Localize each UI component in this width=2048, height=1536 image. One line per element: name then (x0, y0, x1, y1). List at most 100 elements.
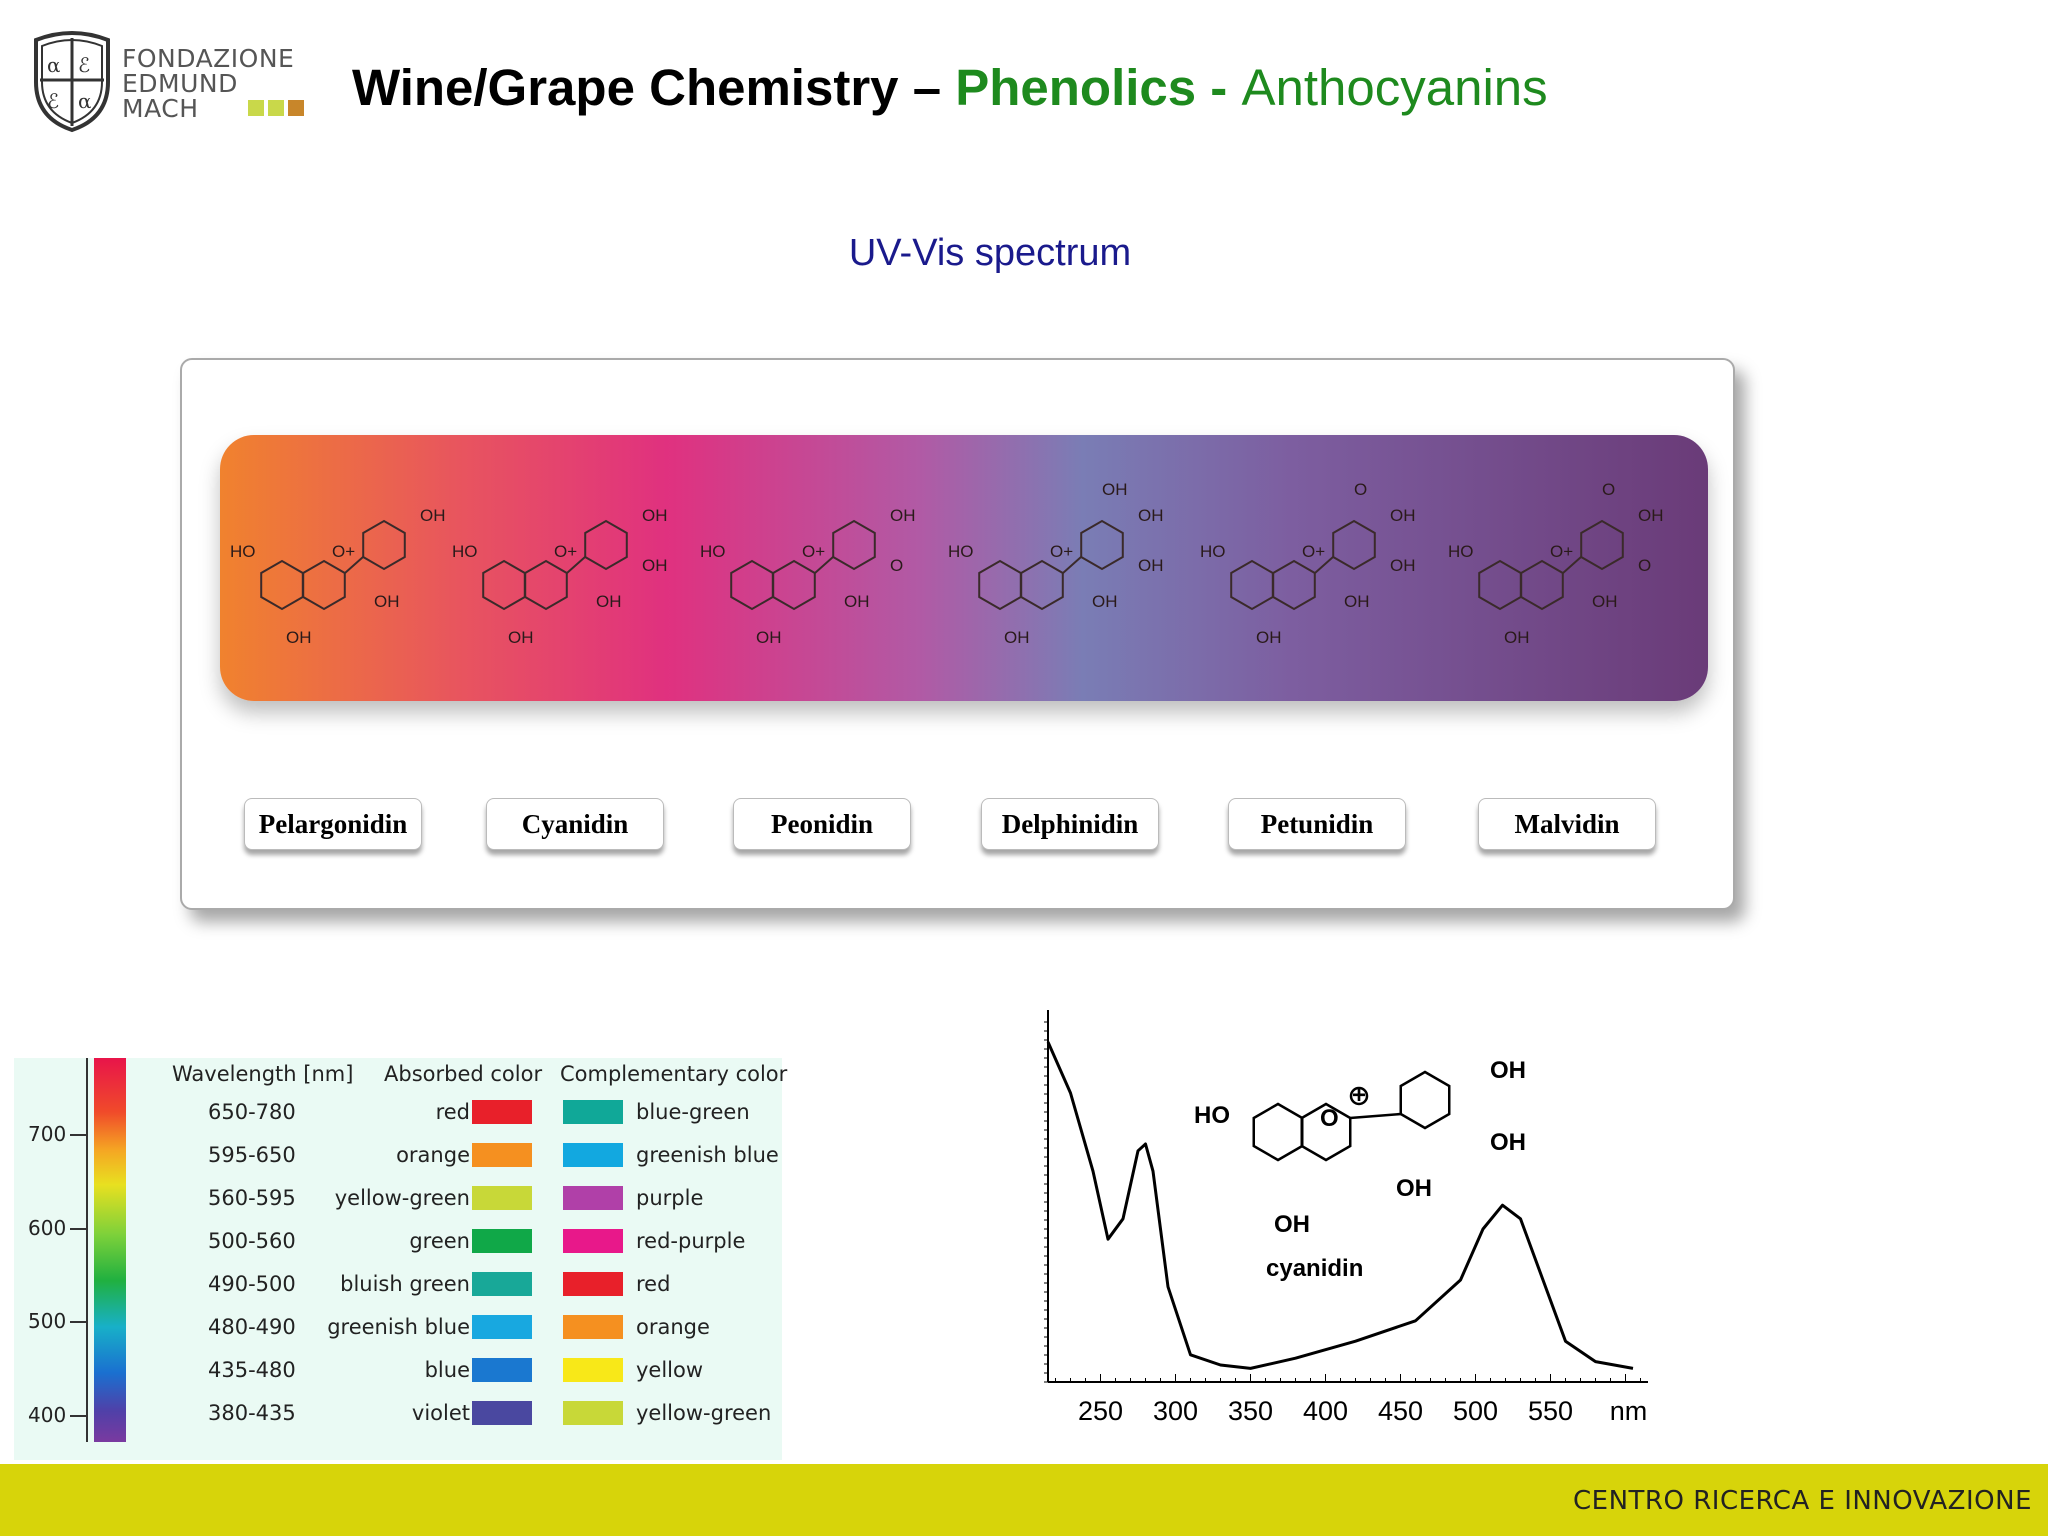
uv-vis-spectrum-chart: 250 300 350 400 450 500 550 nm HO OH OH OH OH O + cyani… (1030, 1010, 1670, 1460)
oh-label: OH (1504, 628, 1530, 647)
oh-label: OH (1344, 592, 1370, 611)
axis-label-600: 600 (28, 1216, 67, 1240)
absorbed-color-swatch (472, 1186, 532, 1210)
absorbed-color-swatch (472, 1401, 532, 1425)
oh-label: OH (1490, 1129, 1526, 1156)
complementary-color-swatch (563, 1315, 623, 1339)
cyanidin-structure: HO OH OH OH OH O + cyanidin (1194, 1057, 1526, 1282)
molecule-malvidin: HO OH OH O+ OH O O (1448, 480, 1664, 647)
fem-logo: α ℰ ℰ α FONDAZIONE EDMUND MACH (30, 30, 330, 140)
absorbed-color-name: orange (396, 1143, 470, 1167)
title-part-2: Phenolics - (955, 59, 1242, 116)
complementary-color-name: yellow-green (636, 1401, 772, 1425)
fem-emblem-icon: α ℰ ℰ α (34, 31, 110, 133)
axis-label-400: 400 (28, 1403, 67, 1427)
title-part-1: Wine/Grape Chemistry – (352, 59, 956, 116)
x-tick-label: 300 (1153, 1396, 1198, 1426)
molecule-cyanidin: HO OH OH O+ OH OH (452, 506, 668, 647)
logo-wordmark: FONDAZIONE EDMUND MACH (122, 46, 294, 121)
oxonium-label: O+ (1302, 542, 1325, 561)
oh-label: OH (1274, 1211, 1310, 1238)
oxonium-label: O+ (554, 542, 577, 561)
wavelength-range: 490-500 (208, 1272, 296, 1296)
header-wavelength: Wavelength [nm] (172, 1062, 354, 1086)
anthocyanin-label-delphinidin: Delphinidin (981, 798, 1159, 850)
oh-label: OH (1390, 506, 1416, 525)
absorbed-color-name: yellow-green (334, 1186, 470, 1210)
molecule-pelargonidin: HO OH OH O+ OH (230, 506, 446, 647)
color-table-row: 480-490 greenish blue orange (14, 1309, 782, 1347)
color-table-row: 595-650 orange greenish blue (14, 1137, 782, 1175)
x-tick-label: 450 (1378, 1396, 1423, 1426)
wavelength-range: 500-560 (208, 1229, 296, 1253)
svg-text:ℰ: ℰ (78, 53, 90, 77)
complementary-color-swatch (563, 1143, 623, 1167)
oh-label: OH (890, 506, 916, 525)
anthocyanin-label-pelargonidin: Pelargonidin (244, 798, 422, 850)
title-part-3: Anthocyanins (1241, 59, 1548, 116)
oxonium-label: O+ (1550, 542, 1573, 561)
absorbed-color-name: blue (424, 1358, 470, 1382)
complementary-color-swatch (563, 1100, 623, 1124)
complementary-color-swatch (563, 1401, 623, 1425)
axis-tick (70, 1134, 86, 1136)
oh-label: OH (1256, 628, 1282, 647)
oh-label: OH (1638, 506, 1664, 525)
logo-square (288, 100, 304, 116)
x-unit-label: nm (1610, 1396, 1648, 1426)
anthocyanin-panel: HO OH OH O+ OH HO OH OH O+ OH OH HO OH OH O+ OH O HO OH OH O… (180, 358, 1735, 910)
oxonium-label: O+ (332, 542, 355, 561)
x-tick-label: 400 (1303, 1396, 1348, 1426)
plus-sign: + (1352, 1082, 1366, 1109)
oh-label: OH (1092, 592, 1118, 611)
substituent-label: O (1602, 480, 1615, 499)
ho-label: HO (1448, 542, 1474, 561)
wavelength-axis (86, 1058, 88, 1442)
oh-label: OH (1396, 1175, 1432, 1202)
complementary-color-swatch (563, 1229, 623, 1253)
absorbed-color-name: greenish blue (327, 1315, 470, 1339)
anthocyanin-label-cyanidin: Cyanidin (486, 798, 664, 850)
absorbed-color-swatch (472, 1229, 532, 1253)
absorbed-color-name: violet (411, 1401, 470, 1425)
ho-label: HO (948, 542, 974, 561)
molecule-petunidin: HO OH OH O+ OH OH O (1200, 480, 1416, 647)
logo-squares (248, 100, 308, 121)
complementary-color-name: yellow (636, 1358, 704, 1382)
header-complementary: Complementary color (560, 1062, 788, 1086)
axis-label-700: 700 (28, 1122, 67, 1146)
color-table-row: 490-500 bluish green red (14, 1266, 782, 1304)
wavelength-range: 560-595 (208, 1186, 296, 1210)
footer-text: CENTRO RICERCA E INNOVAZIONE (1573, 1486, 2032, 1516)
absorbed-color-swatch (472, 1315, 532, 1339)
oh-label: OH (756, 628, 782, 647)
logo-line-1: FONDAZIONE (122, 44, 295, 73)
svg-text:ℰ: ℰ (47, 89, 59, 113)
oh-label: OH (374, 592, 400, 611)
axis-tick (70, 1321, 86, 1323)
color-wavelength-table: Wavelength [nm] Absorbed color Complemen… (14, 1058, 787, 1460)
oh-label: OH (1490, 1057, 1526, 1084)
anthocyanin-label-petunidin: Petunidin (1228, 798, 1406, 850)
anthocyanin-structures: HOOHOHO+OHHOOHOHO+OHOHHOOHOHO+OHOHOOHOHO… (230, 480, 1664, 647)
x-tick-label: 500 (1453, 1396, 1498, 1426)
logo-line-3: MACH (122, 94, 199, 123)
substituent-label: O (1354, 480, 1367, 499)
axis-tick (70, 1415, 86, 1417)
absorbed-color-name: bluish green (340, 1272, 470, 1296)
logo-square (248, 100, 264, 116)
compound-label: cyanidin (1266, 1255, 1363, 1282)
footer-bar: CENTRO RICERCA E INNOVAZIONE (0, 1464, 2048, 1536)
absorbance-curve (1046, 1041, 1634, 1370)
substituent-label: O (1638, 556, 1651, 575)
charge-circle (1349, 1086, 1369, 1106)
oh-label: OH (642, 506, 668, 525)
color-table-row: 380-435 violet yellow-green (14, 1395, 782, 1433)
complementary-color-name: orange (636, 1315, 710, 1339)
oxonium-label: O+ (1050, 542, 1073, 561)
x-tick-label: 550 (1528, 1396, 1573, 1426)
ho-label: HO (1200, 542, 1226, 561)
molecule-delphinidin: HO OH OH O+ OH OH OH (948, 480, 1164, 647)
spectrum-plot: 250 300 350 400 450 500 550 nm HO OH OH OH OH O + cyani… (1044, 1010, 1648, 1426)
svg-text:α: α (47, 53, 61, 77)
